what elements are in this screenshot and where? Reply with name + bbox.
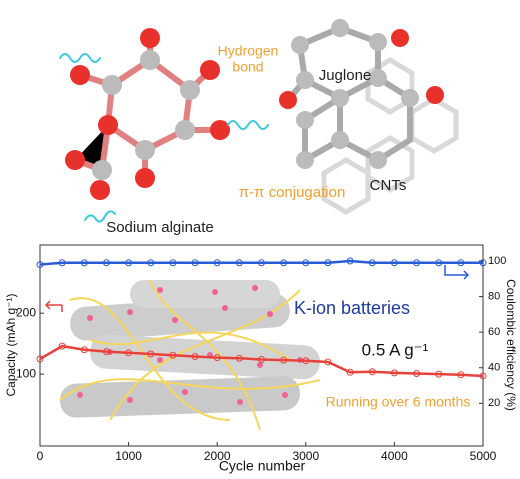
y2-tick-label: 100 bbox=[488, 255, 506, 267]
data-point bbox=[169, 351, 177, 359]
data-point bbox=[125, 259, 133, 267]
data-point bbox=[457, 259, 465, 267]
data-point bbox=[390, 369, 398, 377]
data-point bbox=[346, 257, 354, 265]
data-point bbox=[324, 259, 332, 267]
data-point bbox=[413, 370, 421, 378]
x-tick-label: 3000 bbox=[292, 449, 319, 463]
data-point bbox=[324, 358, 332, 366]
data-point bbox=[457, 371, 465, 379]
data-point bbox=[368, 259, 376, 267]
data-point bbox=[191, 259, 199, 267]
data-point bbox=[368, 368, 376, 376]
plot-frame bbox=[39, 244, 484, 447]
data-point bbox=[479, 259, 487, 267]
data-point bbox=[147, 259, 155, 267]
molecule-diagram bbox=[59, 19, 459, 223]
data-point bbox=[235, 354, 243, 362]
data-point bbox=[213, 259, 221, 267]
y2-tick-label: 20 bbox=[488, 397, 500, 409]
series-line bbox=[39, 259, 483, 266]
data-point bbox=[235, 259, 243, 267]
data-point bbox=[435, 259, 443, 267]
x-tick-label: 5000 bbox=[470, 449, 497, 463]
data-point bbox=[479, 372, 487, 380]
y2-tick-label: 40 bbox=[488, 362, 500, 374]
x-tick-label: 2000 bbox=[204, 449, 231, 463]
x-tick-label: 4000 bbox=[381, 449, 408, 463]
data-point bbox=[280, 259, 288, 267]
y2-tick-label: 80 bbox=[488, 290, 500, 302]
x-axis-label: Cycle number bbox=[219, 458, 306, 474]
data-point bbox=[36, 261, 44, 269]
annotation: K-ion batteries bbox=[294, 298, 410, 318]
diagram-label: Juglone bbox=[319, 67, 372, 84]
cnt-illustration bbox=[59, 279, 321, 431]
diagram-label: Hydrogen bbox=[218, 43, 279, 59]
x-tick-label: 0 bbox=[37, 449, 44, 463]
y2-axis-label: Coulombic efficiency (%) bbox=[504, 279, 518, 411]
data-point bbox=[102, 348, 110, 356]
data-point bbox=[80, 259, 88, 267]
data-point bbox=[280, 356, 288, 364]
data-point bbox=[125, 349, 133, 357]
data-point bbox=[102, 259, 110, 267]
data-point bbox=[213, 354, 221, 362]
data-point bbox=[302, 357, 310, 365]
atoms bbox=[65, 19, 444, 200]
data-point bbox=[191, 352, 199, 360]
chains bbox=[59, 53, 269, 223]
diagram-label: Sodium alginate bbox=[106, 219, 214, 236]
diagram-label: CNTs bbox=[370, 177, 407, 194]
data-point bbox=[302, 259, 310, 267]
y-axis-label: Capacity (mAh g⁻¹) bbox=[4, 293, 18, 396]
series-line bbox=[39, 344, 484, 378]
data-point bbox=[413, 259, 421, 267]
diagram-label: bond bbox=[232, 59, 263, 75]
data-point bbox=[169, 259, 177, 267]
y-tick-label: 200 bbox=[16, 305, 36, 319]
x-tick-label: 1000 bbox=[115, 449, 142, 463]
data-point bbox=[58, 342, 66, 350]
data-point bbox=[258, 356, 265, 364]
axis-arrows bbox=[44, 265, 470, 312]
y2-tick-label: 60 bbox=[488, 326, 500, 338]
data-point bbox=[80, 346, 88, 354]
data-point bbox=[58, 259, 66, 267]
annotation: Running over 6 months bbox=[326, 394, 471, 410]
data-point bbox=[390, 259, 398, 267]
data-point bbox=[435, 370, 443, 378]
diagram-label: π-π conjugation bbox=[239, 184, 346, 201]
annotation: 0.5 A g⁻¹ bbox=[362, 340, 429, 359]
data-point bbox=[346, 368, 354, 376]
y-tick-label: 100 bbox=[16, 366, 36, 380]
data-point bbox=[258, 259, 265, 267]
data-point bbox=[36, 355, 44, 363]
data-point bbox=[147, 350, 155, 358]
